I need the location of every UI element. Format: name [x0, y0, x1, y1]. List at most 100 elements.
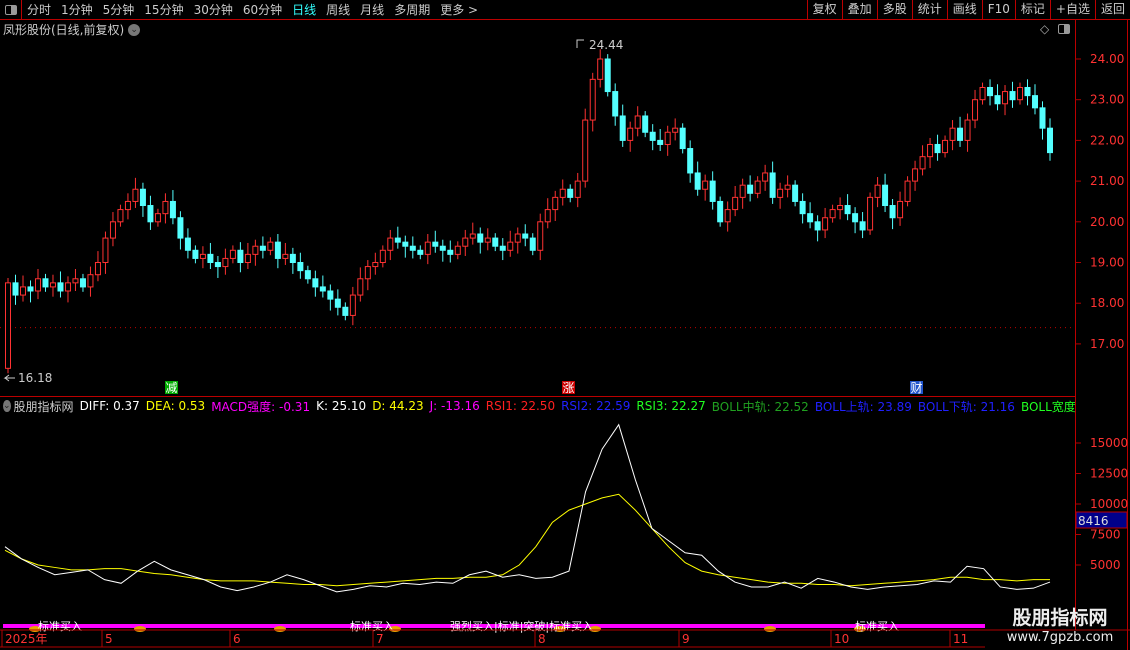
- candle-body: [822, 217, 829, 231]
- indicator-value: BOLL中轨: 22.52: [711, 399, 809, 414]
- toolbar-button[interactable]: 复权: [806, 0, 842, 20]
- candle-body: [349, 294, 356, 316]
- candle-body: [814, 221, 821, 231]
- signal-label: 标准买入: [38, 619, 82, 633]
- chevron-down-icon[interactable]: ⌄: [128, 23, 141, 36]
- candle-body: [649, 131, 656, 141]
- candle-body: [439, 245, 446, 251]
- candle-body: [867, 196, 874, 231]
- toolbar: 分时 1分钟 5分钟 15分钟 30分钟 60分钟 日线 周线 月线 多周期 更多 > 复权 叠加 多股…: [0, 0, 1130, 20]
- candle-body: [949, 127, 956, 141]
- layout-toggle-button[interactable]: [0, 0, 22, 20]
- signal-label: 标准买入: [855, 619, 899, 633]
- candle-body: [994, 95, 1001, 105]
- candle-body: [27, 286, 34, 292]
- axis-divider: [1075, 20, 1076, 630]
- y-tick-label: 7500: [1090, 528, 1121, 542]
- indicator-value: RSI3: 22.27: [636, 399, 706, 413]
- date-label: 10: [834, 632, 849, 646]
- candle-body: [454, 245, 461, 255]
- candle-body: [94, 262, 101, 276]
- candle-body: [267, 241, 274, 251]
- toolbar-button[interactable]: +自选: [1049, 0, 1095, 20]
- toolbar-button[interactable]: 标记: [1014, 0, 1050, 20]
- y-tick-label: 24.00: [1090, 52, 1124, 66]
- tab-period[interactable]: 60分钟: [242, 3, 283, 17]
- toolbar-button[interactable]: 统计: [911, 0, 947, 20]
- toolbar-button[interactable]: 多股: [876, 0, 912, 20]
- candle-body: [912, 168, 919, 182]
- candle-body: [139, 188, 146, 207]
- tab-period[interactable]: 30分钟: [193, 3, 233, 17]
- tab-period[interactable]: 日线: [292, 3, 317, 17]
- candle-body: [364, 266, 371, 280]
- y-tick-label: 17.00: [1090, 337, 1124, 351]
- candle-body: [544, 209, 551, 223]
- tab-period[interactable]: 15分钟: [144, 3, 184, 17]
- candle-body: [604, 58, 611, 93]
- candle-body: [507, 241, 514, 251]
- watermark-title: 股朋指标网: [1012, 607, 1108, 629]
- candle-body: [177, 217, 184, 239]
- indicator-value: DEA: 0.53: [145, 399, 206, 413]
- candle-body: [927, 143, 934, 158]
- event-marker-label: 涨: [563, 380, 575, 395]
- high-price-label: 24.44: [589, 38, 623, 52]
- tab-period[interactable]: 月线: [360, 3, 385, 17]
- toolbar-button[interactable]: F10: [981, 0, 1015, 20]
- candle-body: [1039, 107, 1046, 129]
- candle-body: [192, 249, 199, 259]
- indicator-info-bar: ⌄ 股朋指标网 DIFF: 0.37 DEA: 0.53 MACD强度: -0.31…: [0, 396, 1075, 415]
- toolbar-button[interactable]: 画线: [946, 0, 982, 20]
- candle-body: [372, 262, 379, 268]
- y-tick-label: 10000: [1090, 497, 1128, 511]
- candle-body: [147, 205, 154, 223]
- candle-body: [537, 221, 544, 251]
- toolbar-button[interactable]: 返回: [1094, 0, 1130, 20]
- tab-period[interactable]: 分时: [27, 3, 52, 17]
- indicator-value: DIFF: 0.37: [79, 399, 140, 413]
- current-value-box: [1075, 511, 1128, 529]
- candle-body: [777, 188, 784, 198]
- candle-body: [829, 209, 836, 219]
- panel-toggle-icon[interactable]: [1058, 24, 1070, 34]
- watermark-url: www.7gpzb.com: [1006, 630, 1114, 645]
- candle-body: [612, 91, 619, 117]
- candle-body: [559, 188, 566, 198]
- event-marker-label: 减: [166, 381, 178, 395]
- candle-body: [199, 253, 206, 259]
- candle-body: [582, 119, 589, 182]
- date-label: 2025年: [5, 632, 48, 646]
- candle-body: [837, 205, 844, 211]
- candle-body: [792, 184, 799, 202]
- candle-body: [1002, 91, 1009, 105]
- chevron-down-icon[interactable]: ⌄: [3, 400, 11, 412]
- candle-body: [462, 237, 469, 247]
- candle-body: [709, 180, 716, 202]
- candle-body: [244, 253, 251, 264]
- candle-body: [34, 278, 41, 292]
- candle-body: [274, 241, 281, 259]
- candle-body: [132, 188, 139, 202]
- candle-body: [19, 286, 26, 296]
- candle-body: [672, 127, 679, 133]
- diamond-icon[interactable]: ◇: [1040, 22, 1050, 36]
- tab-period[interactable]: 更多 >: [440, 3, 479, 17]
- tab-period[interactable]: 5分钟: [102, 3, 135, 17]
- candle-body: [259, 245, 266, 251]
- candle-body: [979, 86, 986, 101]
- tab-period[interactable]: 周线: [326, 3, 351, 17]
- candle-body: [342, 306, 349, 316]
- candle-body: [522, 233, 529, 239]
- candle-body: [424, 241, 431, 255]
- candle-body: [1024, 86, 1031, 97]
- tab-period[interactable]: 多周期: [394, 3, 431, 17]
- candle-body: [747, 184, 754, 194]
- tab-period[interactable]: 1分钟: [61, 3, 93, 17]
- candle-body: [664, 131, 671, 145]
- candle-body: [702, 180, 709, 190]
- current-value: 8416: [1078, 514, 1109, 528]
- toolbar-button[interactable]: 叠加: [841, 0, 877, 20]
- candle-body: [889, 205, 896, 219]
